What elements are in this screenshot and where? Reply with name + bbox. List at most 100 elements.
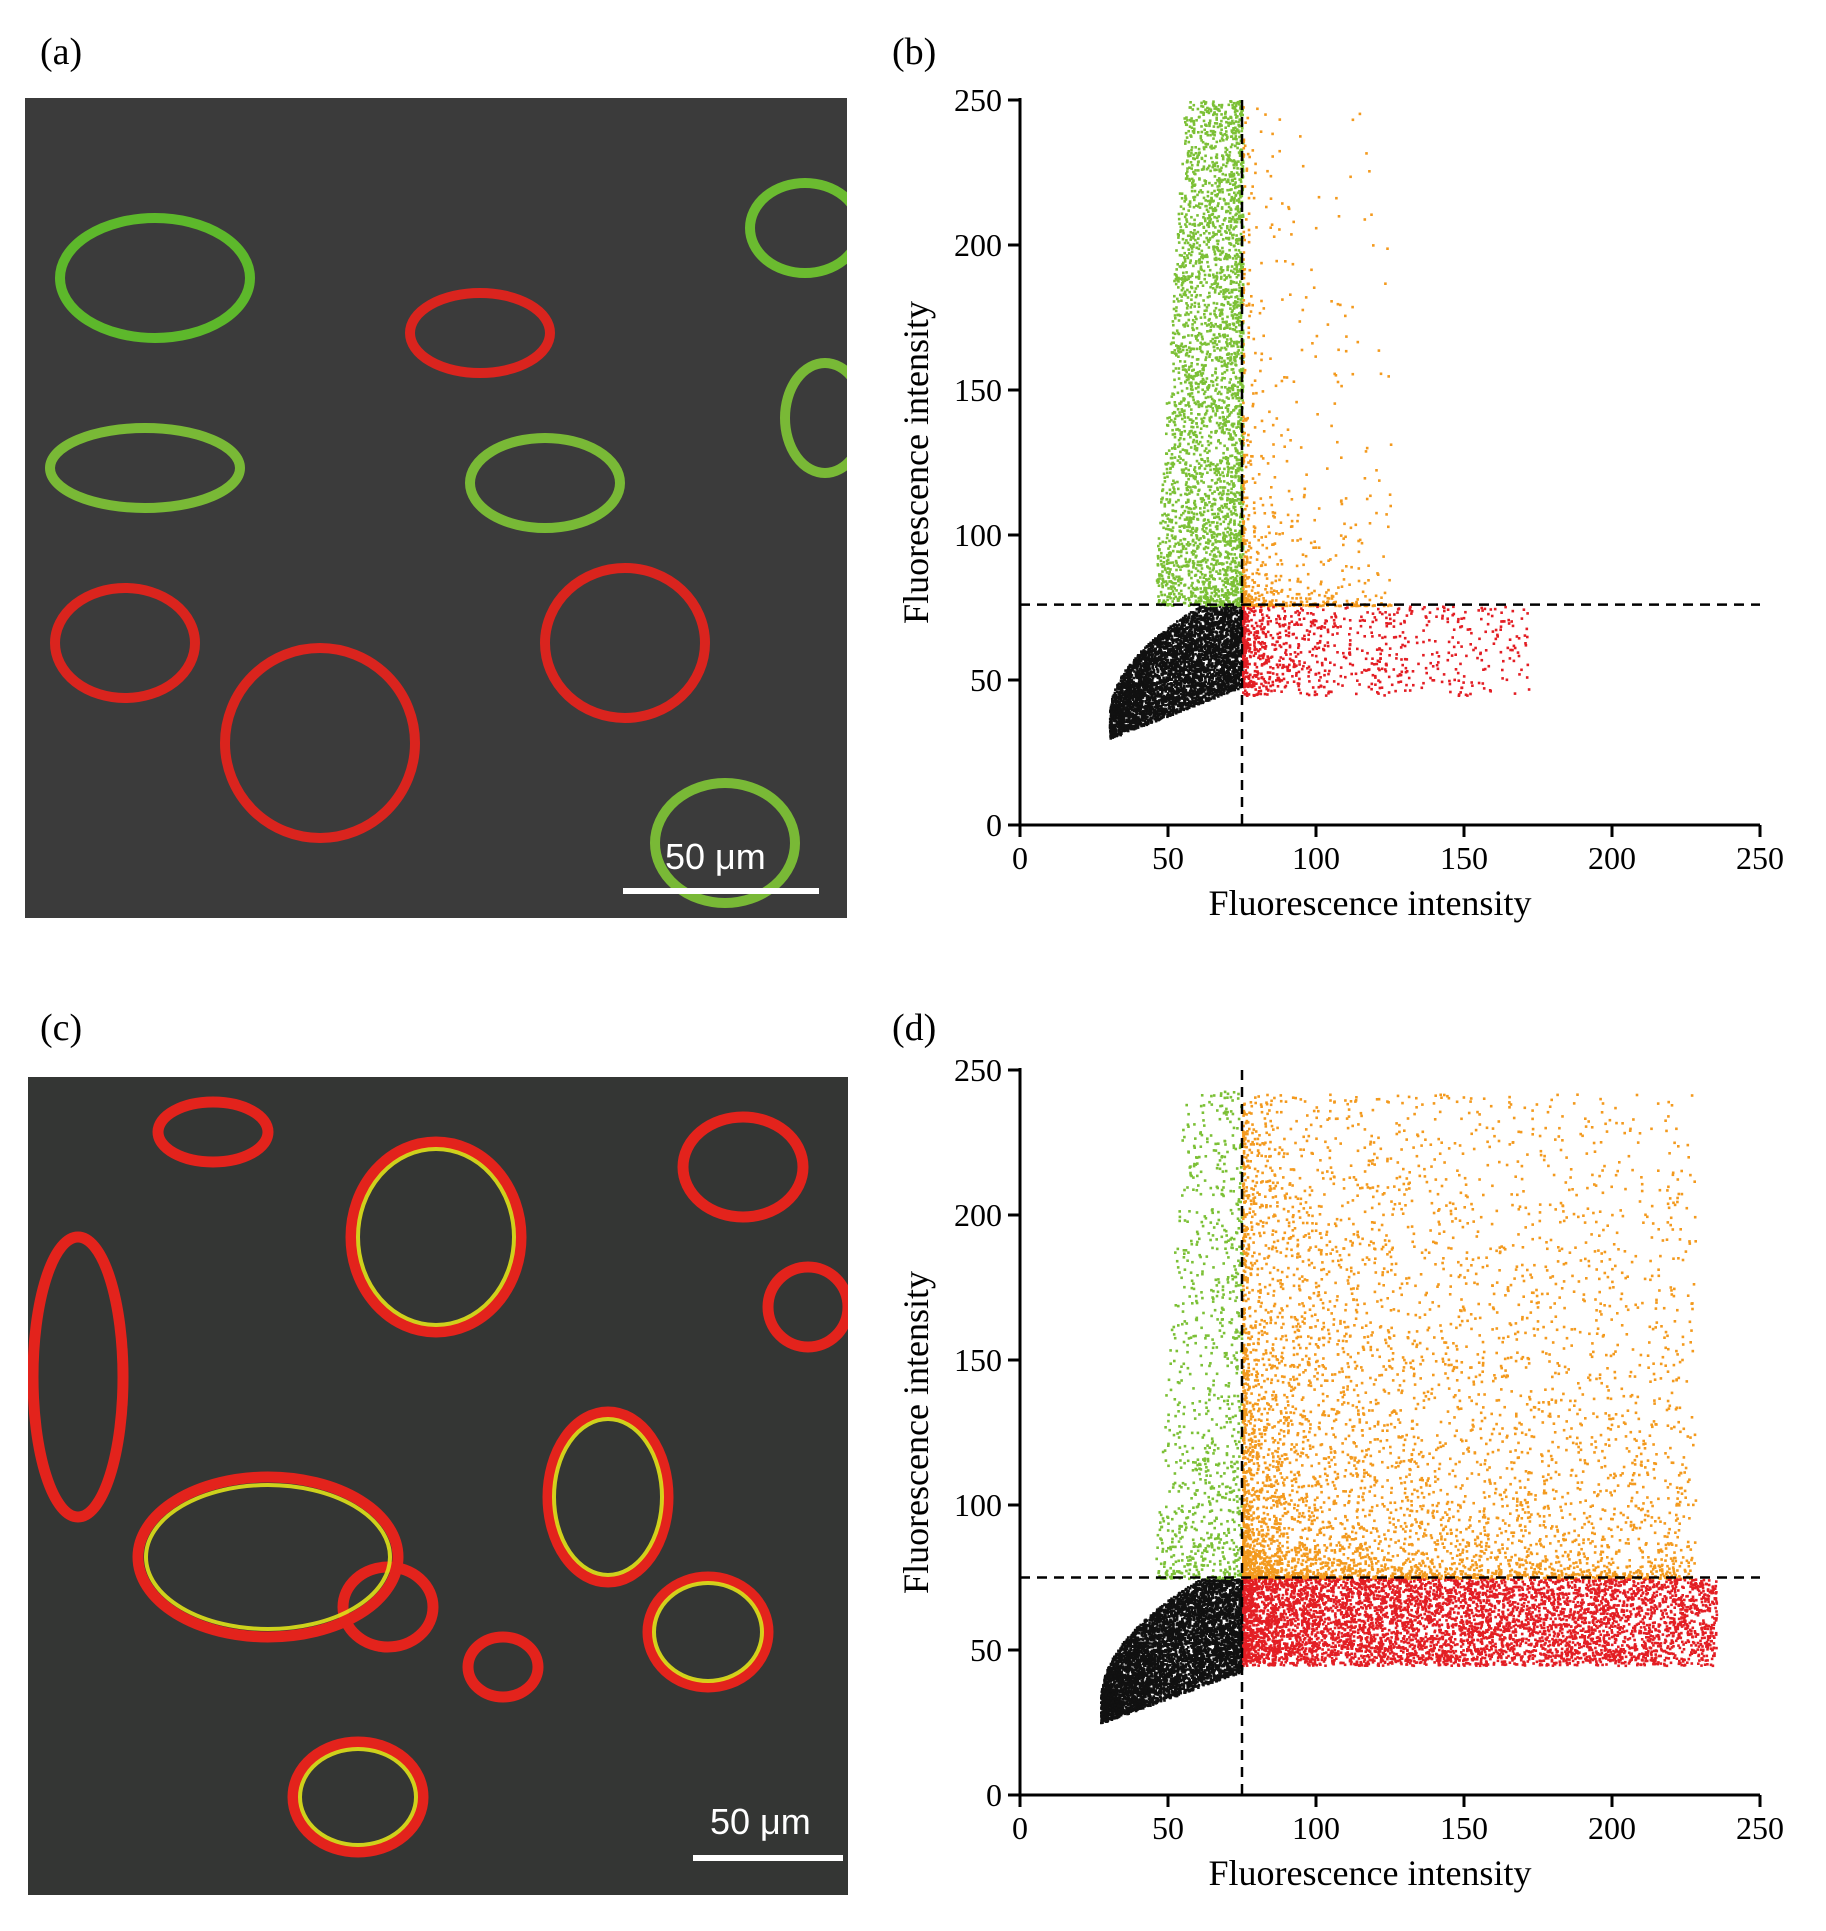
scatter-point bbox=[1186, 701, 1190, 705]
scatter-point bbox=[1225, 665, 1228, 668]
scatter-point bbox=[1151, 671, 1154, 674]
scatter-point bbox=[1196, 642, 1199, 645]
scatter-point bbox=[1158, 681, 1161, 684]
scatter-point bbox=[1205, 626, 1208, 629]
scatter-point bbox=[1213, 291, 1217, 294]
scatter-point bbox=[1135, 722, 1138, 725]
scatter-point bbox=[1197, 610, 1200, 614]
scatter-point bbox=[1216, 463, 1219, 466]
scatter-point bbox=[1151, 716, 1154, 720]
scatter-point bbox=[1235, 342, 1239, 346]
scatter-point bbox=[1182, 673, 1186, 677]
scatter-point bbox=[1128, 721, 1132, 725]
scatter-point bbox=[1167, 665, 1171, 668]
scatter-point bbox=[1188, 222, 1192, 226]
scatter-point bbox=[1166, 679, 1169, 682]
scatter-point bbox=[1220, 609, 1224, 613]
scatter-point bbox=[1125, 710, 1129, 714]
scatter-point bbox=[1229, 387, 1233, 390]
scatter-point bbox=[1218, 426, 1222, 430]
scatter-point bbox=[1136, 726, 1140, 729]
scatter-point bbox=[1189, 684, 1193, 688]
scatter-point bbox=[1126, 725, 1130, 728]
scatter-point bbox=[1149, 645, 1153, 649]
scatter-point bbox=[1190, 630, 1193, 634]
scatter-point bbox=[1233, 505, 1237, 509]
scatter-point bbox=[1223, 595, 1226, 598]
scatter-point bbox=[1183, 509, 1187, 513]
scatter-point bbox=[1210, 575, 1213, 579]
scatter-point bbox=[1132, 691, 1136, 695]
scatter-point bbox=[1132, 680, 1135, 684]
scatter-point bbox=[1224, 607, 1228, 610]
scatter-point bbox=[1227, 679, 1231, 683]
scatter-point bbox=[1199, 680, 1202, 683]
scatter-point bbox=[1240, 623, 1243, 627]
scatter-point bbox=[1215, 677, 1219, 681]
scatter-point bbox=[1202, 625, 1205, 628]
scatter-point bbox=[1190, 680, 1193, 683]
scatter-point bbox=[1223, 620, 1226, 623]
scatter-point bbox=[1157, 682, 1160, 685]
scatter-point bbox=[1161, 652, 1165, 656]
scatter-point bbox=[1179, 667, 1182, 671]
scatter-point bbox=[1187, 673, 1190, 677]
scatter-point bbox=[1202, 616, 1206, 619]
scatter-point bbox=[1211, 614, 1214, 618]
scatter-point bbox=[1215, 560, 1219, 563]
scatter-point bbox=[1164, 541, 1168, 544]
scatter-point bbox=[1204, 608, 1207, 611]
scatter-point bbox=[1196, 518, 1200, 521]
scatter-point bbox=[1153, 690, 1156, 694]
scatter-point bbox=[1202, 681, 1206, 685]
scatter-point bbox=[1150, 657, 1154, 660]
scatter-point bbox=[1185, 665, 1189, 668]
scatter-point bbox=[1192, 654, 1195, 658]
scatter-point bbox=[1223, 607, 1226, 611]
scatter-point bbox=[1141, 671, 1144, 674]
scatter-point bbox=[1235, 220, 1239, 224]
scatter-point bbox=[1193, 507, 1196, 510]
scatter-point bbox=[1146, 722, 1150, 726]
scatter-point bbox=[1229, 220, 1233, 223]
scatter-point bbox=[1109, 737, 1113, 740]
scatter-point bbox=[1176, 624, 1179, 627]
scatter-point bbox=[1127, 720, 1130, 724]
scatter-point bbox=[1233, 681, 1236, 684]
scatter-point bbox=[1223, 362, 1227, 365]
scatter-point bbox=[1217, 532, 1220, 536]
scatter-point bbox=[1213, 651, 1217, 654]
scatter-point bbox=[1230, 217, 1234, 221]
scatter-point bbox=[1182, 425, 1186, 428]
scatter-point bbox=[1180, 636, 1183, 640]
scatter-point bbox=[1174, 559, 1178, 563]
scatter-point bbox=[1187, 520, 1191, 523]
scatter-point bbox=[1146, 673, 1150, 677]
scatter-point bbox=[1157, 695, 1160, 698]
scatter-point bbox=[1148, 707, 1152, 710]
scatter-point bbox=[1222, 626, 1226, 629]
scatter-point bbox=[1126, 668, 1130, 672]
scatter-point bbox=[1232, 625, 1235, 629]
scatter-point bbox=[1189, 659, 1192, 663]
scatter-point bbox=[1234, 643, 1237, 647]
scatter-point bbox=[1162, 715, 1165, 718]
scatter-point bbox=[1163, 480, 1167, 483]
scatter-point bbox=[1221, 611, 1224, 615]
scatter-point bbox=[1217, 693, 1220, 696]
scatter-point bbox=[1184, 196, 1187, 200]
scatter-point bbox=[1222, 474, 1225, 478]
scatter-point bbox=[1151, 641, 1155, 644]
scatter-point bbox=[1238, 617, 1242, 620]
scatter-point bbox=[1209, 653, 1213, 656]
scatter-point bbox=[1234, 263, 1237, 266]
scatter-point bbox=[1159, 688, 1162, 691]
scatter-point bbox=[1194, 505, 1198, 509]
scatter-point bbox=[1174, 623, 1178, 626]
scatter-point bbox=[1190, 334, 1194, 337]
scatter-point bbox=[1208, 638, 1212, 641]
scatter-point bbox=[1193, 633, 1197, 636]
scatter-point bbox=[1199, 646, 1202, 650]
scatter-point bbox=[1213, 590, 1216, 593]
scatter-point bbox=[1210, 663, 1214, 666]
